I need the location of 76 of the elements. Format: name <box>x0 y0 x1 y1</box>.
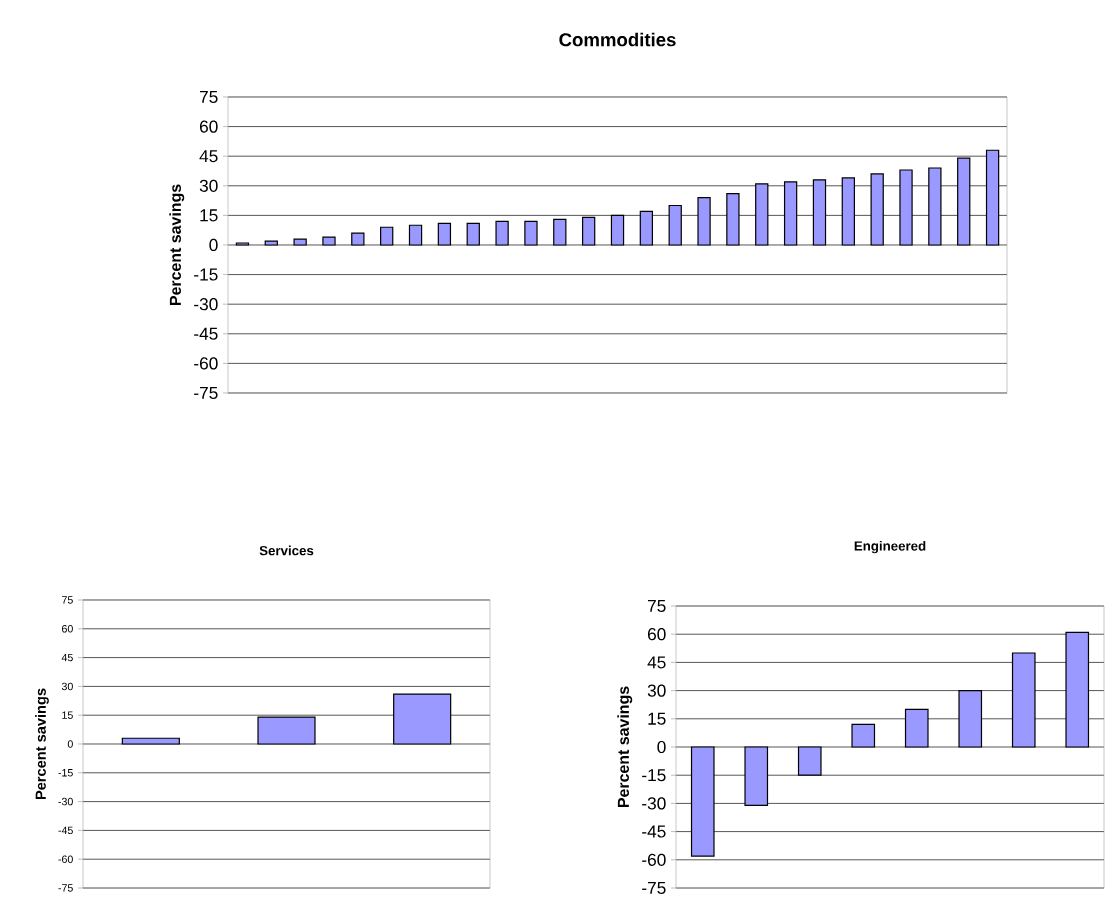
y-tick-label: -45 <box>194 327 218 340</box>
chart-title: Services <box>259 545 314 556</box>
y-tick-label: 15 <box>200 209 218 222</box>
y-tick-label: -30 <box>642 797 666 810</box>
y-axis-title: Percent savings <box>617 686 633 808</box>
bar <box>726 193 740 246</box>
bar <box>1011 652 1036 748</box>
y-tick-label: -60 <box>58 855 73 863</box>
y-tick-label: 75 <box>62 596 73 604</box>
bar <box>812 179 827 246</box>
y-tick-label: -60 <box>194 357 218 370</box>
bar <box>958 690 983 748</box>
y-tick-label: 15 <box>62 711 73 719</box>
chart-title: Engineered <box>854 540 926 554</box>
bar <box>690 746 715 857</box>
bar <box>121 737 180 745</box>
y-tick-label: -15 <box>194 268 218 281</box>
y-axis-title: Percent savings <box>35 688 49 800</box>
y-tick-label: -45 <box>642 825 666 838</box>
bar <box>697 197 711 246</box>
bar <box>797 746 822 776</box>
bar <box>928 167 942 246</box>
bar <box>899 169 913 246</box>
bar <box>957 157 971 246</box>
bar <box>639 210 654 246</box>
bar <box>257 716 316 745</box>
bar <box>264 240 278 246</box>
bar <box>610 214 625 246</box>
y-tick-label: -15 <box>642 769 666 782</box>
y-tick-label: -30 <box>194 298 218 311</box>
y-tick-label: 0 <box>67 740 73 748</box>
bar <box>322 236 336 246</box>
bar <box>437 222 452 246</box>
y-tick-label: 60 <box>647 628 666 641</box>
bar <box>783 181 798 246</box>
bar <box>553 218 567 246</box>
bar <box>351 232 365 246</box>
bar <box>851 723 876 748</box>
y-tick-label: 60 <box>62 625 73 633</box>
bar <box>755 183 769 246</box>
y-tick-label: 60 <box>199 120 218 133</box>
y-tick-label: -45 <box>58 826 73 835</box>
y-tick-label: -75 <box>642 881 666 895</box>
bar <box>744 746 769 806</box>
bar <box>524 220 538 246</box>
y-tick-label: 0 <box>209 238 218 252</box>
y-tick-label: -15 <box>58 769 73 777</box>
y-tick-label: -60 <box>642 853 666 866</box>
bar <box>393 693 452 745</box>
y-tick-label: 45 <box>647 656 666 669</box>
bar <box>581 216 596 246</box>
y-tick-label: 45 <box>199 150 218 163</box>
bar <box>293 238 307 246</box>
y-tick-label: 75 <box>200 90 218 103</box>
y-tick-label: 45 <box>61 653 73 662</box>
bar <box>668 204 682 246</box>
y-axis-title: Percent savings <box>169 184 185 306</box>
bar <box>495 220 509 246</box>
bar <box>1065 631 1090 748</box>
chart-title: Commodities <box>559 32 676 47</box>
y-tick-label: -30 <box>58 797 73 806</box>
bar <box>904 708 929 748</box>
y-tick-label: 30 <box>199 179 218 192</box>
bar <box>985 149 1000 246</box>
y-tick-label: -75 <box>194 386 218 400</box>
y-tick-label: 30 <box>61 682 73 691</box>
y-tick-label: 30 <box>647 684 666 697</box>
bar <box>408 224 423 246</box>
bar <box>870 173 884 246</box>
y-tick-label: 15 <box>648 712 666 725</box>
y-tick-label: 75 <box>648 599 666 613</box>
bar <box>841 177 855 246</box>
bar <box>466 222 480 246</box>
y-tick-label: 0 <box>657 740 666 754</box>
y-tick-label: -75 <box>58 884 73 892</box>
bar <box>380 226 394 246</box>
